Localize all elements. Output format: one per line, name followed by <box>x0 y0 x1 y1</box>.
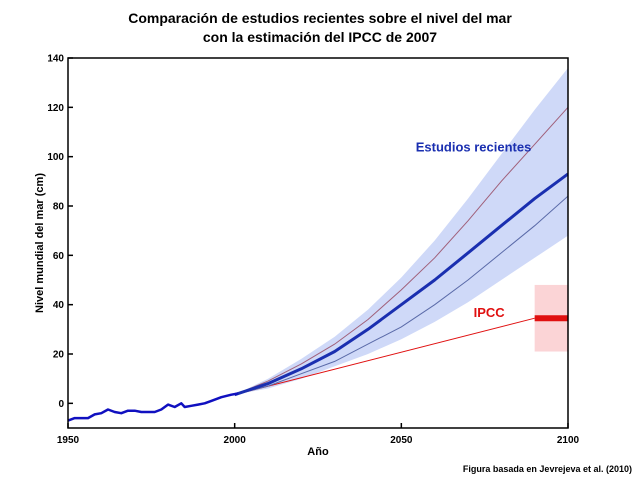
x-axis-label: Año <box>307 446 329 458</box>
chart-title-line-1: Comparación de estudios recientes sobre … <box>128 10 512 26</box>
plot-area <box>68 67 568 422</box>
y-tick-label: 60 <box>53 251 65 262</box>
y-tick-label: 140 <box>47 54 64 65</box>
plot-content <box>68 67 568 422</box>
axes: 0 20 40 60 80 100 120 140 1950 2000 2050 2100 Año Niv… <box>34 54 580 459</box>
x-tick-label: 2050 <box>390 435 413 446</box>
y-tick-label: 0 <box>58 399 64 410</box>
y-tick-label: 20 <box>53 350 65 361</box>
ipcc-label: IPCC <box>474 305 506 320</box>
recent-studies-lower-line <box>234 195 568 396</box>
x-tick-label: 1950 <box>57 435 80 446</box>
recent-studies-label: Estudios recientes <box>416 140 532 155</box>
x-tick-label: 2000 <box>224 435 247 446</box>
y-axis-label: Nivel mundial del mar (cm) <box>34 173 46 313</box>
y-tick-label: 80 <box>53 202 65 213</box>
source-footnote: Figura basada en Jevrejeva et al. (2010) <box>462 464 632 474</box>
recent-studies-upper-line <box>234 106 568 396</box>
y-tick-label: 40 <box>53 300 65 311</box>
plot-frame <box>67 57 569 429</box>
recent-studies-central-line <box>234 172 568 397</box>
ipcc-projection-line <box>234 317 535 396</box>
observed-sea-level-line <box>68 392 239 422</box>
chart-title-line-2: con la estimación del IPCC de 2007 <box>202 29 438 45</box>
x-tick-label: 2100 <box>557 435 580 446</box>
y-tick-label: 100 <box>47 152 64 163</box>
recent-studies-band <box>234 67 568 395</box>
y-tick-label: 120 <box>47 103 64 114</box>
